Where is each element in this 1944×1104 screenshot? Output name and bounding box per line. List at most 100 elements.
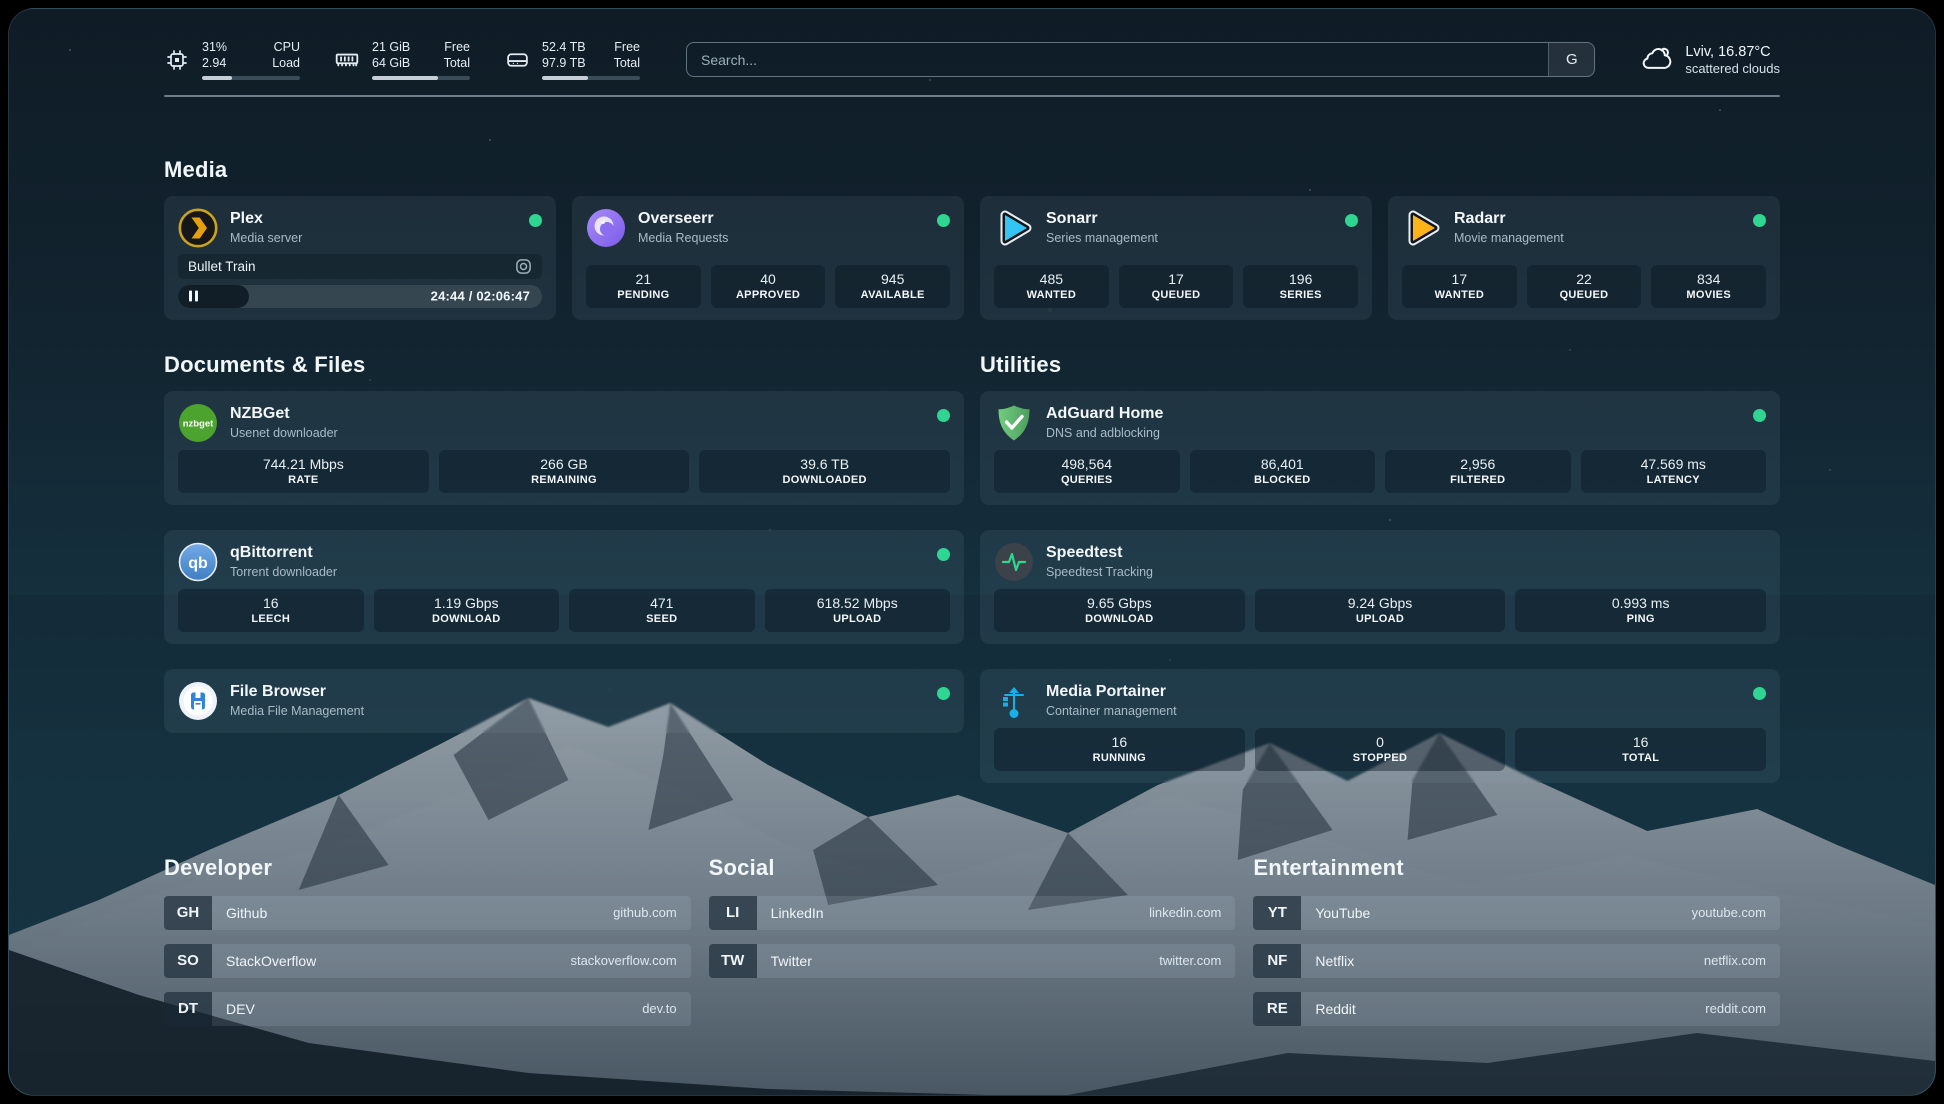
link-stackoverflow[interactable]: SO StackOverflow stackoverflow.com: [164, 943, 691, 978]
status-dot: [1753, 686, 1766, 700]
link-linkedin[interactable]: LI LinkedIn linkedin.com: [708, 895, 1236, 930]
memory-free-value: 21 GiB: [372, 40, 411, 54]
search-input[interactable]: [687, 43, 1549, 76]
service-card-portainer[interactable]: Media Portainer Container management 16 …: [980, 668, 1780, 783]
link-twitter[interactable]: TW Twitter twitter.com: [708, 943, 1236, 978]
service-name: Speedtest: [1046, 544, 1123, 562]
memory-total-label: Total: [443, 56, 470, 71]
snow-specks-decoration: [69, 49, 71, 51]
disk-icon: [504, 47, 530, 73]
developer-links-column: Developer GH Github github.com SO StackO…: [164, 855, 691, 1040]
svg-text:qb: qb: [188, 555, 208, 572]
service-desc: Speedtest Tracking: [1046, 564, 1154, 579]
service-card-radarr[interactable]: Radarr Movie management 17 WANTED 22 QUE…: [1388, 195, 1780, 320]
stat-running: 16 RUNNING: [994, 727, 1245, 771]
stat-queued: 22 QUEUED: [1526, 264, 1642, 308]
service-card-qbittorrent[interactable]: qb qBittorrent Torrent downloader 16 LEE…: [164, 529, 964, 644]
service-name: Plex: [230, 210, 263, 228]
link-netflix[interactable]: NF Netflix netflix.com: [1253, 943, 1780, 978]
status-dot: [1345, 213, 1358, 227]
section-title-utilities: Utilities: [980, 351, 1062, 377]
service-desc: Media File Management: [230, 703, 365, 718]
stat-seed: 471 SEED: [569, 588, 755, 632]
stat-queries: 498,564 QUERIES: [994, 449, 1180, 493]
cpu-widget: 31% 2.94 CPU Load: [164, 39, 300, 80]
service-name: Overseerr: [638, 210, 714, 228]
service-card-plex[interactable]: Plex Media server Bullet Train: [164, 195, 556, 320]
stat-wanted: 17 WANTED: [1402, 264, 1517, 308]
pause-icon[interactable]: [189, 290, 198, 302]
overseerr-icon: [586, 208, 626, 248]
weather-condition: scattered clouds: [1685, 60, 1780, 76]
reddit-abbr-icon: RE: [1253, 991, 1302, 1026]
cpu-usage-value: 31%: [202, 40, 228, 54]
topbar-divider: [164, 95, 1780, 97]
documents-column: Documents & Files nzbget NZBGet Usenet d: [164, 352, 964, 783]
twitter-abbr-icon: TW: [708, 943, 757, 978]
stat-downloaded: 39.6 TB DOWNLOADED: [699, 449, 951, 493]
stat-series: 196 SERIES: [1243, 264, 1359, 308]
service-card-filebrowser[interactable]: File Browser Media File Management: [164, 668, 964, 733]
stat-upload: 9.24 Gbps UPLOAD: [1254, 588, 1506, 632]
status-dot: [1753, 213, 1766, 227]
service-name: NZBGet: [230, 405, 290, 423]
stat-wanted: 485 WANTED: [994, 264, 1109, 308]
youtube-abbr-icon: YT: [1253, 895, 1302, 930]
status-dot: [1753, 408, 1766, 422]
link-youtube[interactable]: YT YouTube youtube.com: [1253, 895, 1780, 930]
search-provider-button[interactable]: G: [1548, 43, 1595, 76]
link-reddit[interactable]: RE Reddit reddit.com: [1253, 991, 1780, 1026]
section-title-developer: Developer: [164, 854, 273, 880]
weather-widget: Lviv, 16.87°C scattered clouds: [1639, 42, 1780, 77]
stat-upload: 618.52 Mbps UPLOAD: [764, 588, 950, 632]
plex-icon: [178, 207, 218, 248]
disk-progress-bar: [542, 75, 640, 80]
disk-total-label: Total: [613, 56, 640, 71]
stat-filtered: 2,956 FILTERED: [1385, 449, 1571, 493]
portainer-crane-icon: [994, 681, 1034, 721]
service-desc: DNS and adblocking: [1046, 425, 1160, 440]
stat-approved: 40 APPROVED: [710, 264, 826, 308]
stat-stopped: 0 STOPPED: [1254, 727, 1506, 771]
stat-available: 945 AVAILABLE: [835, 264, 951, 308]
service-card-overseerr[interactable]: Overseerr Media Requests 21 PENDING 40 A…: [572, 195, 964, 320]
cloud-icon: [1639, 42, 1673, 77]
service-desc: Media Requests: [638, 230, 729, 245]
service-card-adguard[interactable]: AdGuard Home DNS and adblocking 498,564 …: [980, 390, 1780, 505]
stat-download: 1.19 Gbps DOWNLOAD: [373, 588, 559, 632]
cpu-usage-label: CPU: [273, 40, 300, 54]
dashboard-window: 31% 2.94 CPU Load: [8, 8, 1936, 1096]
service-desc: Media server: [230, 230, 303, 245]
svg-text:nzbget: nzbget: [183, 418, 214, 429]
section-title-social: Social: [708, 854, 775, 880]
service-card-speedtest[interactable]: Speedtest Speedtest Tracking 9.65 Gbps D…: [980, 529, 1780, 644]
now-playing-row: Bullet Train: [178, 253, 542, 279]
speedtest-pulse-icon: [994, 542, 1034, 582]
github-abbr-icon: GH: [164, 895, 212, 930]
service-name: Sonarr: [1046, 210, 1098, 228]
memory-icon: [334, 47, 360, 73]
memory-free-label: Free: [444, 40, 470, 54]
link-github[interactable]: GH Github github.com: [164, 895, 691, 930]
service-card-nzbget[interactable]: nzbget NZBGet Usenet downloader 744.21 M…: [164, 390, 964, 505]
service-card-sonarr[interactable]: Sonarr Series management 485 WANTED 17 Q…: [980, 195, 1372, 320]
social-links-column: Social LI LinkedIn linkedin.com TW Twitt…: [708, 854, 1236, 1040]
stackoverflow-abbr-icon: SO: [164, 943, 212, 978]
netflix-abbr-icon: NF: [1253, 943, 1302, 978]
video-camera-icon: [515, 258, 532, 275]
entertainment-links-column: Entertainment YT YouTube youtube.com NF …: [1253, 855, 1780, 1040]
now-playing-title: Bullet Train: [188, 258, 256, 274]
utilities-column: Utilities AdGuard: [980, 352, 1780, 783]
stat-pending: 21 PENDING: [586, 264, 701, 308]
disk-free-value: 52.4 TB: [542, 40, 586, 54]
disk-total-value: 97.9 TB: [542, 56, 586, 71]
disk-widget: 52.4 TB 97.9 TB Free Total: [504, 39, 640, 80]
link-dev[interactable]: DT DEV dev.to: [164, 991, 691, 1026]
search-bar: G: [686, 42, 1596, 77]
service-name: AdGuard Home: [1046, 405, 1164, 423]
status-dot: [937, 547, 950, 561]
chip-icon: [164, 47, 190, 73]
dev-abbr-icon: DT: [164, 991, 212, 1026]
stat-latency: 47.569 ms LATENCY: [1580, 449, 1766, 493]
stat-queued: 17 QUEUED: [1118, 264, 1234, 308]
